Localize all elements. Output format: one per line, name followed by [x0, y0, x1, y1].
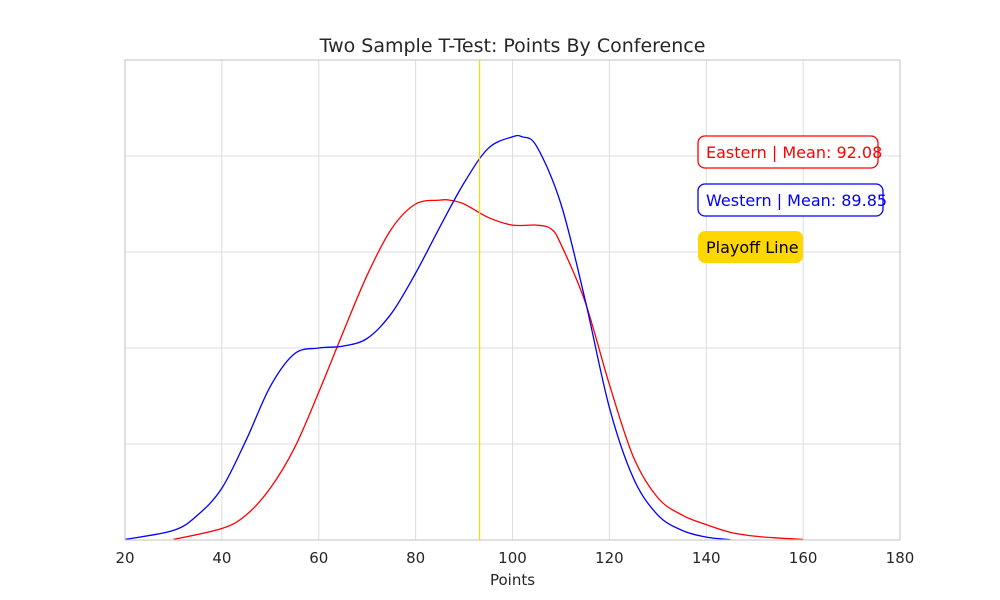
x-tick-label: 160	[789, 549, 818, 567]
annotation-eastern: Eastern | Mean: 92.08	[697, 135, 882, 169]
plot-frame	[124, 59, 901, 541]
x-tick-label: 20	[115, 549, 134, 567]
x-tick-label: 180	[886, 549, 915, 567]
annotation-playoff-label: Playoff Line	[706, 238, 799, 257]
annotation-playoff: Playoff Line	[698, 231, 803, 263]
x-tick-label: 140	[692, 549, 721, 567]
annotation-eastern-label: Eastern | Mean: 92.08	[706, 143, 882, 162]
x-tick-label: 40	[212, 549, 231, 567]
annotation-western-box	[697, 183, 884, 217]
x-tick-labels: 20 40 60 80 100 120 140 160 180	[115, 549, 914, 567]
x-tick-label: 60	[309, 549, 328, 567]
series-lines	[124, 134, 804, 541]
annotation-western: Western | Mean: 89.85	[697, 183, 887, 217]
annotation-western-label: Western | Mean: 89.85	[706, 191, 887, 210]
x-tick-label: 80	[406, 549, 425, 567]
x-axis-title: Points	[490, 571, 535, 589]
annotation-eastern-box	[697, 135, 879, 169]
annotation-playoff-box	[698, 231, 803, 263]
series-line-eastern	[173, 199, 804, 541]
x-tick-label: 100	[498, 549, 527, 567]
series-line-western	[124, 134, 731, 541]
chart-title: Two Sample T-Test: Points By Conference	[319, 35, 706, 57]
x-tick-label: 120	[595, 549, 624, 567]
